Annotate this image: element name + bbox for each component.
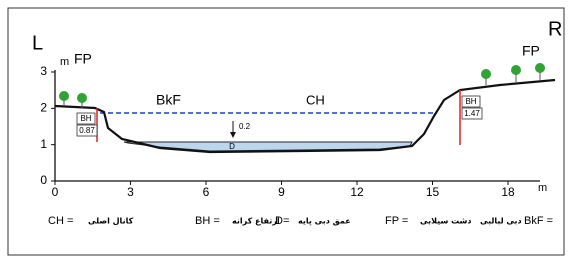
right-label: R bbox=[548, 18, 562, 40]
legend-meaning: کانال اصلی bbox=[88, 217, 134, 226]
legend-meaning: عمق دبی پایه bbox=[298, 217, 351, 226]
legend-meaning: دشت سیلابی bbox=[420, 217, 472, 226]
bh-value: 0.87 bbox=[79, 126, 95, 135]
fp-right: FP bbox=[522, 43, 540, 59]
legend-term: FP = bbox=[385, 215, 408, 227]
arrow-head bbox=[230, 132, 236, 138]
bh-value: 1.47 bbox=[464, 109, 480, 118]
x-ticks: 0 3 6 9 12 15 18 bbox=[52, 181, 515, 199]
x-tick-label: 18 bbox=[501, 185, 515, 199]
x-tick-label: 6 bbox=[203, 185, 210, 199]
x-tick-label: 3 bbox=[127, 185, 134, 199]
legend-term: BkF = bbox=[524, 215, 553, 227]
x-tick-label: 0 bbox=[52, 185, 59, 199]
channel-label: CH bbox=[306, 92, 325, 107]
bh-label: BH bbox=[465, 97, 476, 106]
y-tick-label: 0 bbox=[40, 173, 47, 187]
bankfull-label: BkF bbox=[156, 92, 181, 108]
legend-term: CH = bbox=[48, 215, 73, 227]
bh-label: BH bbox=[80, 114, 91, 123]
legend-meaning: ارتفاع کرانه bbox=[232, 217, 280, 226]
x-tick-label: 12 bbox=[350, 185, 364, 199]
y-unit: m bbox=[60, 56, 69, 68]
left-label: L bbox=[32, 32, 43, 54]
x-tick-label: 15 bbox=[426, 185, 440, 199]
legend-term: BH = bbox=[195, 215, 220, 227]
x-tick-label: 9 bbox=[278, 185, 285, 199]
y-tick-label: 1 bbox=[40, 137, 47, 151]
y-ticks: 0 1 2 3 bbox=[40, 64, 55, 187]
depth-label: D bbox=[229, 142, 235, 151]
legend-meaning: دبی لبالبی bbox=[480, 217, 522, 226]
cross-section-diagram: 0123 0369121518 BH 0.87 BH 1.47 0.2 D L … bbox=[0, 0, 572, 263]
y-tick-label: 2 bbox=[40, 101, 47, 115]
depth-gap-label: 0.2 bbox=[239, 122, 251, 131]
y-tick-label: 3 bbox=[40, 64, 47, 78]
legend-term: D= bbox=[275, 215, 289, 227]
x-unit: m bbox=[538, 182, 547, 194]
fp-left: FP bbox=[74, 51, 92, 67]
